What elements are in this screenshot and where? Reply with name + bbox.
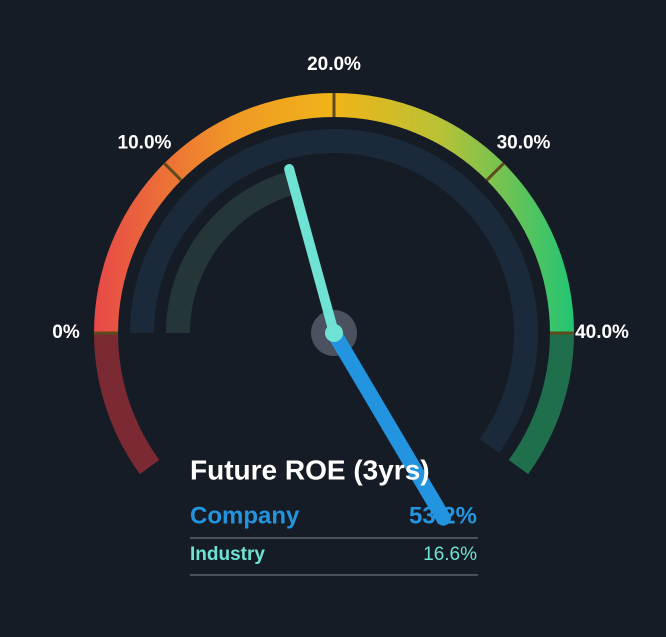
chart-title: Future ROE (3yrs) xyxy=(190,454,430,485)
legend-name: Company xyxy=(190,502,300,529)
arcs: 0% 10.0% 20.0% 30.0% 40.0% xyxy=(52,54,629,475)
industry-arc xyxy=(166,170,297,333)
needles xyxy=(284,164,451,526)
legend-name: Industry xyxy=(190,544,265,565)
needle xyxy=(326,325,451,526)
tick-label: 20.0% xyxy=(307,54,361,75)
tick-label: 0% xyxy=(52,322,80,343)
needle xyxy=(284,164,339,338)
gauge-band-high xyxy=(508,333,574,475)
gauge-band xyxy=(94,93,574,333)
tick-mark xyxy=(163,162,183,182)
tick-label: 30.0% xyxy=(497,133,551,154)
company-track xyxy=(130,129,538,453)
needle-cap xyxy=(325,324,343,342)
tick-label: 40.0% xyxy=(575,322,629,343)
legend: Future ROE (3yrs) Company 53.2% Industry 16… xyxy=(190,454,478,576)
gauge-band-low xyxy=(94,333,160,475)
legend-value: 53.2% xyxy=(409,502,477,529)
tick-label: 10.0% xyxy=(118,133,172,154)
legend-value: 16.6% xyxy=(423,544,477,565)
tick-mark xyxy=(485,162,505,182)
